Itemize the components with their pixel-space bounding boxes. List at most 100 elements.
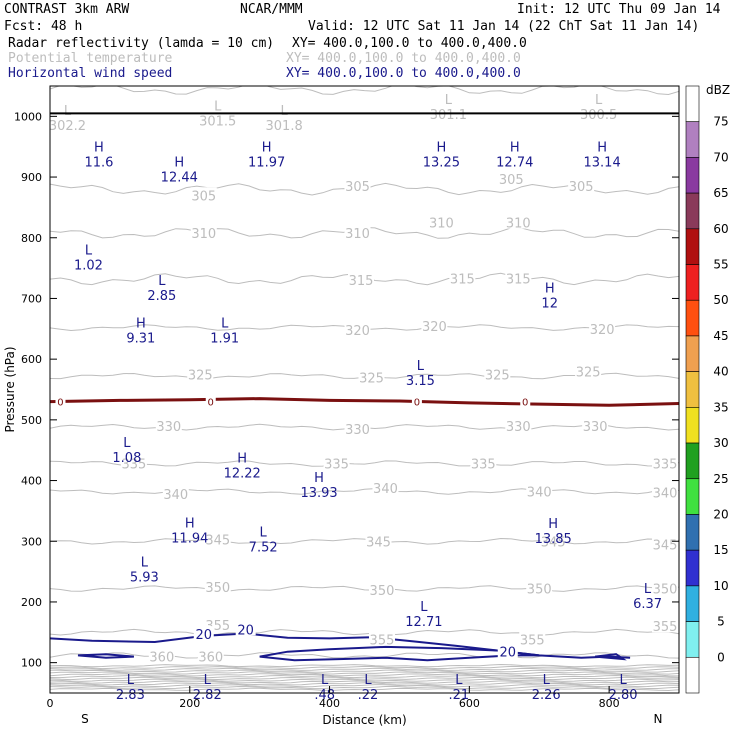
upper-theta-band xyxy=(50,663,679,692)
theta-label-bg xyxy=(120,455,147,470)
wind-extremum-low: L xyxy=(221,317,229,332)
wind-extremum-value: 2.85 xyxy=(147,289,176,304)
colorbar-label: 70 xyxy=(713,150,728,164)
wind-extremum-low: L xyxy=(85,244,93,259)
freezing-level-label: 0 xyxy=(208,398,214,409)
colorbar-label: 30 xyxy=(713,436,728,450)
x-tick-label: 600 xyxy=(459,697,480,710)
wind-extremum-value: 2.82 xyxy=(193,688,222,703)
theta-label-bg xyxy=(652,618,679,633)
y-tick-label: 100 xyxy=(21,657,42,670)
theta-label: 305 xyxy=(499,173,524,188)
wind-extremum-low: L xyxy=(158,274,166,289)
freezing-level-label: 0 xyxy=(57,398,63,409)
colorbar-swatch xyxy=(685,585,700,622)
theta-label: 350 xyxy=(653,583,678,598)
y-tick-label: 300 xyxy=(21,535,42,548)
theta-extremum-value: 300.5 xyxy=(580,108,617,123)
organization-label: NCAR/MMM xyxy=(240,2,303,17)
theta-label-bg xyxy=(575,363,602,378)
colorbar-swatch xyxy=(685,228,700,265)
wind-extremum-high: H xyxy=(314,471,324,486)
y-tick-label: 600 xyxy=(21,353,42,366)
theta-label-bg xyxy=(372,479,399,494)
wind-extremum-high: H xyxy=(262,141,272,156)
wind-extremum-value: 1.08 xyxy=(112,451,141,466)
theta-extremum-low: L xyxy=(64,104,72,119)
theta-label: 325 xyxy=(188,368,213,383)
wind-extremum-value: 6.37 xyxy=(633,597,662,612)
theta-label: 305 xyxy=(191,189,216,204)
upper-theta-line xyxy=(50,667,679,671)
wind-extremum-high: H xyxy=(510,141,520,156)
theta-label: 320 xyxy=(422,320,447,335)
x-tick-label: 0 xyxy=(47,697,54,710)
freezing-level xyxy=(50,397,679,407)
colorbar-swatch xyxy=(685,656,700,694)
y-tick-label: 500 xyxy=(21,414,42,427)
theta-label: 315 xyxy=(506,272,531,287)
theta-label-bg xyxy=(505,417,532,432)
theta-label-bg xyxy=(190,224,217,239)
wind-extremum-value: 12.44 xyxy=(161,171,198,186)
theta-label: 355 xyxy=(653,620,678,635)
colorbar-swatch xyxy=(685,514,700,551)
field-1-xy: XY= 400.0,100.0 to 400.0,400.0 xyxy=(292,36,527,51)
x-tick-label: 200 xyxy=(179,697,200,710)
wind-extremum-low: L xyxy=(123,436,131,451)
colorbar-swatch xyxy=(685,407,700,444)
theta-label-bg xyxy=(449,270,476,285)
y-tick-label: 400 xyxy=(21,475,42,488)
theta-label: 335 xyxy=(324,458,349,473)
wind-extremum-high: H xyxy=(545,281,555,296)
theta-label-bg xyxy=(505,214,532,229)
wind-extremum-low: L xyxy=(644,582,652,597)
theta-label: 330 xyxy=(583,420,608,435)
theta-extremum-value: 301.8 xyxy=(266,119,303,134)
colorbar-swatch xyxy=(685,371,700,408)
theta-label-bg xyxy=(148,648,175,663)
colorbar-swatch xyxy=(685,121,700,158)
theta-label-bg xyxy=(652,536,679,551)
colorbar-swatch xyxy=(685,157,700,194)
upper-theta-line xyxy=(50,665,679,670)
theta-label: 335 xyxy=(653,458,678,473)
theta-label: 330 xyxy=(345,423,370,438)
wind-label-bg xyxy=(235,621,256,636)
wind-extremum-high: H xyxy=(597,141,607,156)
theta-label: 325 xyxy=(485,368,510,383)
colorbar-label: 45 xyxy=(713,329,728,343)
theta-label: 340 xyxy=(527,485,552,500)
colorbar-label: 50 xyxy=(713,293,728,307)
y-tick-label: 700 xyxy=(21,292,42,305)
wind-extremum-low: L xyxy=(417,359,425,374)
theta-label-bg xyxy=(348,272,375,287)
upper-theta-line xyxy=(50,678,679,682)
y-tick-label: 1000 xyxy=(14,110,42,123)
theta-label-bg xyxy=(344,224,371,239)
freezing-label-bg xyxy=(520,395,531,407)
theta-label: 305 xyxy=(569,180,594,195)
theta-label: 320 xyxy=(345,324,370,339)
wind-extremum-high: H xyxy=(136,317,146,332)
wind-extremum-value: 13.14 xyxy=(584,156,621,171)
wind-extremum-high: H xyxy=(548,517,558,532)
colorbar-label: 15 xyxy=(713,543,728,557)
y-tick-label: 200 xyxy=(21,596,42,609)
theta-label: 310 xyxy=(506,217,531,232)
south-label: S xyxy=(81,712,89,726)
x-tick-label: 800 xyxy=(599,697,620,710)
wind-extremum-value: 3.15 xyxy=(406,374,435,389)
theta-label-bg xyxy=(323,455,350,470)
wind-extremum-low: L xyxy=(127,673,135,688)
freezing-label-bg xyxy=(411,395,422,407)
theta-label-bg xyxy=(204,578,231,593)
freezing-level-line xyxy=(50,397,679,407)
wind-label-bg xyxy=(193,626,214,641)
colorbar-label: 75 xyxy=(713,115,728,129)
upper-theta-line xyxy=(50,673,679,677)
theta-label-bg xyxy=(519,631,546,646)
